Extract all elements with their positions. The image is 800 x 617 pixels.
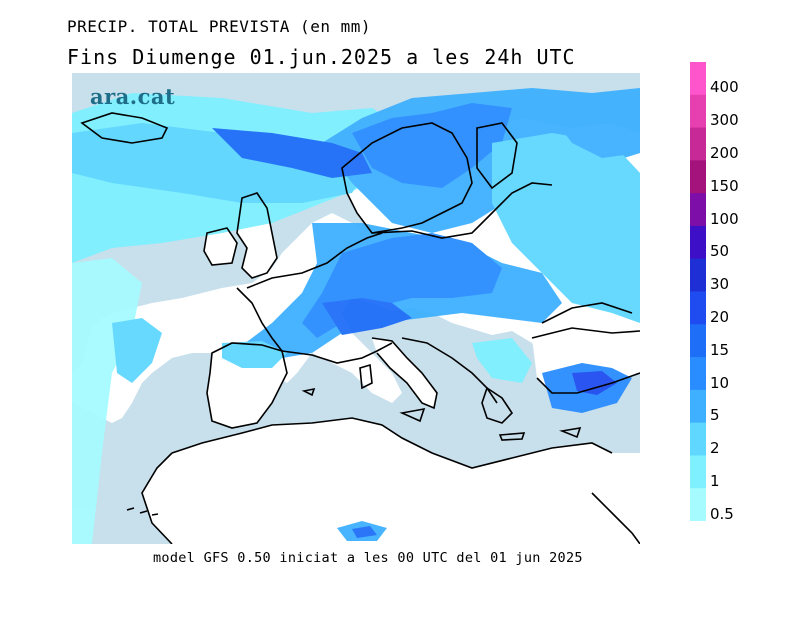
coast-mediterranean-north [281,342,393,364]
coast-africa-west [141,452,173,544]
land-italy [372,338,437,408]
coast-canaries [126,507,159,516]
precip-east-core [542,98,640,158]
legend-swatch-5 [690,225,706,260]
coast-sardinia [359,363,373,390]
coast-black-sea [541,302,633,324]
legend-label: 400 [710,78,739,97]
coast-uk [236,192,278,279]
coast-sicily [399,407,426,423]
precip-alps [322,298,412,335]
legend-swatch-3 [690,160,706,194]
legend-swatch-0 [690,62,706,96]
coast-iberia [206,342,288,429]
land-north-africa [142,418,640,544]
coast-turkey [531,327,640,339]
model-caption: model GFS 0.50 iniciat a les 00 UTC del … [153,550,583,566]
coast-baltic [371,182,553,239]
precip-scandinavia-core [352,103,512,188]
coast-north-africa [171,417,613,469]
legend-swatch-2 [690,127,706,161]
legend-label: 50 [710,242,730,261]
coast-mainland-north [246,232,383,289]
legend-label: 30 [710,275,730,294]
legend-swatch-9 [690,357,706,391]
coast-finland [476,122,518,190]
legend-label: 2 [710,439,720,457]
coast-iceland [80,112,169,144]
legend-swatch-12 [690,455,706,489]
legend-swatch-11 [690,422,706,457]
precip-turkey-core [572,371,617,395]
coast-france-west [236,287,283,352]
coast-scandinavia [341,122,473,234]
coast-greece [481,386,514,424]
coast-ireland [203,227,238,266]
legend-label: 100 [710,209,739,228]
legend-label: 1 [710,471,720,490]
precip-shading [72,88,640,544]
legend-swatch-4 [690,193,706,227]
legend-swatch-1 [690,94,706,129]
legend-label: 5 [710,406,720,425]
precip-east [492,133,640,323]
legend-label: 200 [710,144,739,162]
coast-cyprus [559,426,582,439]
coast-red-sea [591,492,640,544]
coast-adriatic [401,337,498,404]
legend-label: 15 [710,340,730,359]
legend-swatch-7 [690,291,706,325]
chart-subtitle: Fins Diumenge 01.jun.2025 a les 24h UTC [67,45,576,69]
legend-label: 0.5 [710,504,734,523]
precip-balkans [472,338,532,383]
brand-logo: ara.cat [90,84,176,109]
legend-swatch-6 [690,258,706,293]
legend-label: 20 [710,307,730,326]
land-ireland [204,228,237,265]
legend-swatch-13 [690,488,706,521]
precip-atlantic-band [112,318,162,383]
legend-label: 300 [710,111,739,130]
legend-label: 10 [710,373,730,392]
coast-crete [498,432,526,441]
legend-swatch-8 [690,324,706,358]
precip-legend [690,62,706,521]
legend-swatch-10 [690,389,706,424]
coastlines [80,112,640,544]
coast-italy [371,337,438,410]
precipitation-map [72,73,640,544]
precip-sahara-blob-core [352,526,377,538]
chart-title: PRECIP. TOTAL PREVISTA (en mm) [67,17,371,36]
coast-balearic [301,387,316,397]
legend-label: 150 [710,176,739,195]
coast-turkey-south [536,372,640,394]
precip-scandinavia-deep [212,128,372,178]
